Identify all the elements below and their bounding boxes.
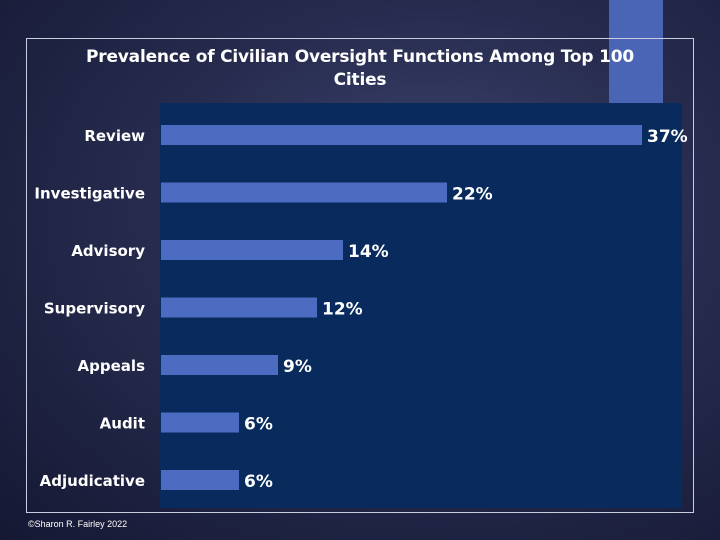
value-label-review: 37% xyxy=(647,127,688,147)
bar-investigative xyxy=(161,182,447,203)
bar-adjudicative xyxy=(161,470,239,490)
value-label-adjudicative: 6% xyxy=(244,472,273,492)
value-label-advisory: 14% xyxy=(348,242,389,262)
category-label-investigative: Investigative xyxy=(34,185,145,203)
value-label-audit: 6% xyxy=(244,415,273,435)
value-label-supervisory: 12% xyxy=(322,300,363,320)
category-label-adjudicative: Adjudicative xyxy=(40,472,145,490)
category-label-audit: Audit xyxy=(100,415,145,433)
category-label-supervisory: Supervisory xyxy=(44,300,145,318)
bar-audit xyxy=(161,412,239,433)
category-label-review: Review xyxy=(84,127,145,145)
chart-title: Prevalence of Civilian Oversight Functio… xyxy=(86,47,634,90)
bar-supervisory xyxy=(161,297,317,318)
value-label-investigative: 22% xyxy=(452,185,493,205)
bar-appeals xyxy=(161,355,278,375)
copyright-footer: ©Sharon R. Fairley 2022 xyxy=(28,519,128,529)
bar-review xyxy=(161,125,642,145)
category-label-appeals: Appeals xyxy=(78,357,146,375)
value-label-appeals: 9% xyxy=(283,357,312,377)
bar-advisory xyxy=(161,240,343,260)
category-label-advisory: Advisory xyxy=(71,242,145,260)
chart-frame xyxy=(26,38,694,513)
